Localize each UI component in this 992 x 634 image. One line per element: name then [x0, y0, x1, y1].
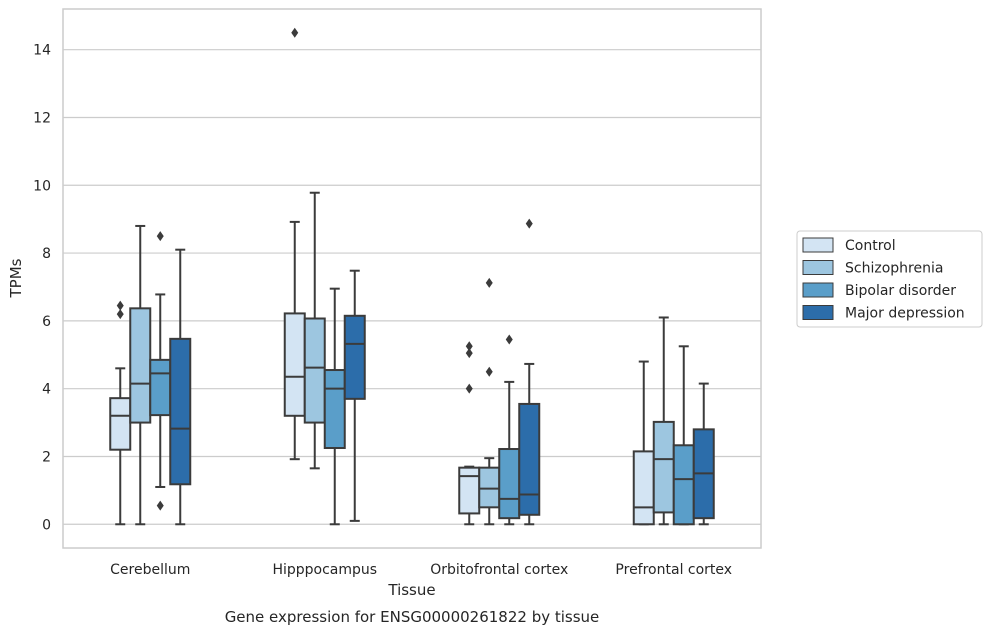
outlier-point [485, 277, 493, 288]
outlier-point [505, 334, 513, 345]
y-tick-label: 4 [42, 382, 51, 398]
y-tick-label: 10 [33, 178, 51, 194]
box-1-2 [323, 287, 346, 526]
outlier-point [465, 383, 473, 394]
y-axis-label: TPMs [7, 258, 25, 298]
legend-label: Major depression [845, 306, 965, 322]
legend-swatch [802, 237, 834, 253]
y-tick-label: 0 [42, 517, 51, 533]
legend-swatch [802, 305, 834, 320]
box-iqr [109, 397, 132, 451]
box-0-3 [169, 248, 192, 526]
box-0-2 [149, 231, 172, 511]
outlier-point [465, 348, 473, 359]
x-tick-label: Cerebellum [110, 562, 190, 578]
legend-swatch [802, 282, 834, 298]
legend-frame [796, 230, 983, 328]
plot-frame [62, 8, 762, 549]
x-tick-labels: Cerebellum Hipppocampus Orbitofrontal cort… [110, 562, 732, 578]
box-1-3 [343, 269, 366, 522]
box-iqr [129, 307, 152, 424]
y-tick-label: 14 [33, 43, 51, 59]
box-1-1 [303, 191, 326, 470]
box-iqr [632, 450, 655, 526]
legend-label: Schizophrenia [845, 261, 943, 277]
y-tick-label: 6 [42, 314, 51, 330]
box-iqr [478, 466, 501, 509]
box-iqr [652, 420, 675, 514]
box-3-3 [692, 382, 715, 526]
outlier-point [465, 341, 473, 352]
box-iqr [343, 314, 366, 400]
x-tick-label: Orbitofrontal cortex [430, 562, 568, 578]
chart-caption: Gene expression for ENSG00000261822 by t… [225, 608, 600, 626]
outlier-point [485, 366, 493, 377]
outlier-point [156, 500, 164, 511]
y-tick-label: 2 [42, 449, 51, 465]
box-1-0 [283, 27, 306, 461]
outlier-point [116, 300, 124, 311]
box-iqr [518, 402, 541, 516]
box-iqr [283, 312, 306, 417]
legend: Control Schizophrenia Bipolar disorder Majo… [796, 230, 983, 328]
box-iqr [672, 444, 695, 526]
y-tick-label: 12 [33, 110, 51, 126]
box-iqr [458, 466, 481, 515]
box-iqr [323, 369, 346, 449]
x-tick-label: Prefrontal cortex [615, 562, 732, 578]
box-2-1 [478, 277, 501, 526]
legend-swatch [802, 260, 834, 275]
outlier-point [116, 309, 124, 320]
legend-label: Control [845, 238, 896, 254]
outlier-point [156, 231, 164, 242]
box-2-0 [458, 341, 481, 526]
x-tick-label: Hipppocampus [272, 562, 377, 578]
box-iqr [149, 358, 172, 417]
box-2-3 [518, 218, 541, 526]
legend-label: Bipolar disorder [845, 283, 956, 299]
box-groups [109, 27, 715, 526]
y-tick-label: 8 [42, 246, 51, 262]
box-0-0 [109, 300, 132, 526]
y-tick-labels: 0 2 4 6 8 10 12 14 [33, 43, 51, 534]
box-iqr [169, 337, 192, 486]
box-iqr [303, 317, 326, 424]
outlier-point [525, 218, 533, 229]
box-3-2 [672, 345, 695, 526]
x-axis-label: Tissue [387, 581, 435, 599]
outlier-point [291, 27, 299, 38]
box-iqr [498, 448, 521, 520]
